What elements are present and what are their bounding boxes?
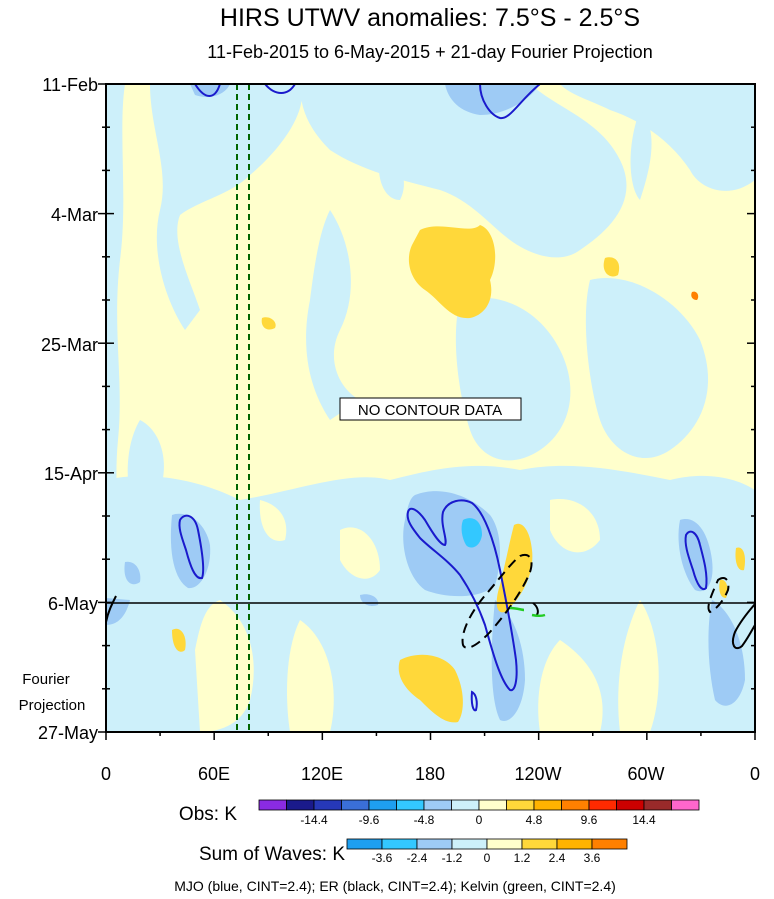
anomaly-negative-medium (106, 84, 745, 721)
waves-tick-label: -3.6 (372, 851, 393, 865)
waves-colorbar-swatch (521, 838, 558, 850)
waves-tick-label: -2.4 (407, 851, 428, 865)
x-tick-label: 120E (301, 764, 343, 784)
waves-colorbar-swatch (591, 838, 628, 850)
fourier-label-line1: Fourier (22, 671, 70, 688)
obs-tick-label: 9.6 (581, 813, 598, 827)
obs-colorbar-swatch (341, 799, 370, 811)
obs-tick-label: -4.8 (414, 813, 435, 827)
waves-tick-label: 2.4 (549, 851, 566, 865)
obs-colorbar-swatch (258, 799, 287, 811)
waves-colorbar-label: Sum of Waves: K (199, 844, 345, 865)
chart-subtitle: 11-Feb-2015 to 6-May-2015 + 21-day Fouri… (207, 42, 652, 62)
y-tick-labels: 11-Feb 4-Mar 25-Mar 15-Apr 6-May 27-May (38, 75, 98, 743)
annotation-text: NO CONTOUR DATA (358, 402, 502, 419)
obs-colorbar-label: Obs: K (179, 804, 237, 825)
anomaly-negative-strong (461, 518, 482, 548)
x-tick-labels: 0 60E 120E 180 120W 60W 0 (101, 764, 760, 784)
x-tick-label: 60E (198, 764, 230, 784)
plot-area (106, 84, 755, 732)
y-axis (98, 83, 755, 733)
obs-colorbar-swatch (396, 799, 425, 811)
obs-colorbar-swatch (561, 799, 590, 811)
y-tick-label: 27-May (38, 723, 98, 743)
mjo-contours (178, 84, 708, 712)
obs-colorbar-swatch (423, 799, 452, 811)
y-tick-label: 15-Apr (44, 464, 98, 484)
waves-colorbar-swatch (416, 838, 453, 850)
er-contours-dashed (461, 554, 730, 649)
chart-title: HIRS UTWV anomalies: 7.5°S - 2.5°S (220, 4, 640, 32)
waves-colorbar-ticks: -3.6 -2.4 -1.2 0 1.2 2.4 3.6 (372, 851, 601, 865)
obs-tick-label: -9.6 (359, 813, 380, 827)
obs-colorbar-ticks: -14.4 -9.6 -4.8 0 4.8 9.6 14.4 (300, 813, 656, 827)
obs-tick-label: 4.8 (526, 813, 543, 827)
x-tick-label: 0 (101, 764, 111, 784)
anomaly-positive (172, 225, 746, 723)
waves-colorbar-swatch (486, 838, 523, 850)
x-axis (105, 732, 756, 740)
obs-colorbar-swatch (506, 799, 535, 811)
y-tick-label: 6-May (48, 594, 98, 614)
waves-tick-label: 3.6 (584, 851, 601, 865)
obs-colorbar (258, 799, 700, 811)
obs-colorbar-swatch (286, 799, 315, 811)
y-tick-label: 25-Mar (41, 335, 98, 355)
obs-colorbar-swatch (671, 799, 700, 811)
x-tick-label: 120W (514, 764, 561, 784)
kelvin-contours (509, 606, 546, 617)
x-tick-label: 180 (415, 764, 445, 784)
obs-colorbar-swatch (313, 799, 342, 811)
x-tick-label: 0 (750, 764, 760, 784)
obs-colorbar-swatch (368, 799, 397, 811)
y-tick-label: 4-Mar (51, 205, 98, 225)
fourier-label-line2: Projection (19, 697, 86, 714)
waves-tick-label: 1.2 (514, 851, 531, 865)
anomaly-neutral-patches (195, 499, 659, 732)
waves-tick-label: 0 (484, 851, 491, 865)
obs-colorbar-swatch (451, 799, 480, 811)
obs-colorbar-swatch (478, 799, 507, 811)
waves-colorbar-swatch (451, 838, 488, 850)
obs-tick-label: -14.4 (300, 813, 328, 827)
reference-lines (236, 84, 250, 732)
waves-colorbar-swatch (381, 838, 418, 850)
obs-colorbar-swatch (643, 799, 672, 811)
x-tick-label: 60W (627, 764, 664, 784)
y-tick-label: 11-Feb (42, 75, 98, 95)
obs-colorbar-swatch (616, 799, 645, 811)
waves-tick-label: -1.2 (442, 851, 463, 865)
obs-colorbar-swatch (533, 799, 562, 811)
no-contour-annotation: NO CONTOUR DATA (339, 397, 522, 421)
footer-legend: MJO (blue, CINT=2.4); ER (black, CINT=2.… (174, 878, 616, 894)
waves-colorbar (346, 838, 628, 850)
obs-colorbar-swatch (588, 799, 617, 811)
waves-colorbar-swatch (346, 838, 383, 850)
obs-tick-label: 0 (476, 813, 483, 827)
obs-tick-label: 14.4 (632, 813, 656, 827)
waves-colorbar-swatch (556, 838, 593, 850)
